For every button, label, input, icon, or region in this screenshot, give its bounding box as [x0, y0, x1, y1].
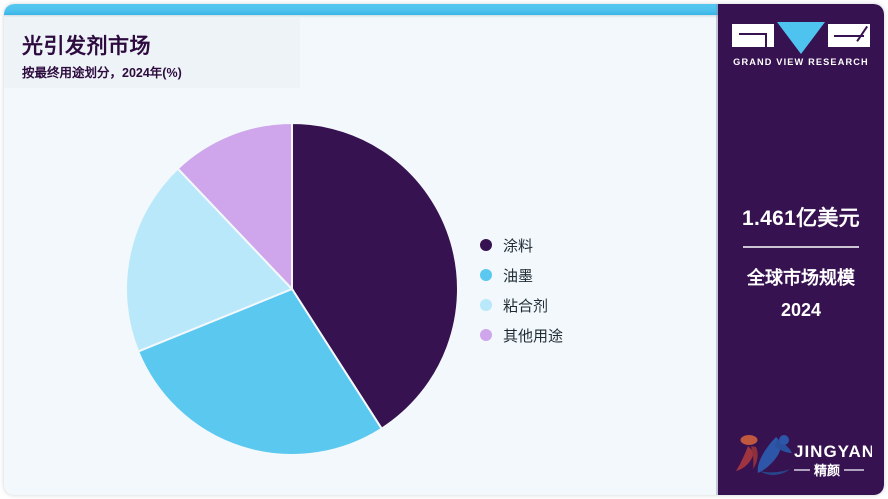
jingyan-blue-arm-icon — [775, 440, 792, 453]
jingyan-blue-base-icon — [760, 469, 790, 475]
gvr-logo-marks — [732, 22, 870, 54]
legend-label: 涂料 — [503, 236, 534, 255]
pie-chart-svg — [125, 121, 459, 456]
jingyan-blue-head-icon — [779, 435, 789, 445]
jingyan-watermark-logo: JINGYAN 精颜 — [732, 427, 872, 483]
panel-divider — [716, 4, 718, 495]
grand-view-research-logo: GRAND VIEW RESEARCH — [732, 22, 870, 67]
legend-swatch-icon — [480, 329, 492, 341]
jingyan-red-tail-icon — [751, 446, 758, 469]
jingyan-logo-wordmark: JINGYAN — [794, 442, 872, 461]
jingyan-logo-svg: JINGYAN 精颜 — [736, 435, 872, 479]
market-size-value: 1.461亿美元 — [742, 207, 860, 230]
page-subtitle: 按最终用途划分，2024年(%) — [22, 66, 182, 80]
gvr-logo-text: GRAND VIEW RESEARCH — [733, 57, 869, 67]
legend-swatch-icon — [480, 269, 492, 281]
legend-label: 油墨 — [503, 266, 534, 285]
legend-label: 其他用途 — [503, 326, 564, 345]
legend-item: 其他用途 — [480, 320, 640, 350]
jingyan-red-head-icon — [740, 435, 758, 445]
chart-legend: 涂料油墨粘合剂其他用途 — [480, 230, 640, 350]
legend-item: 粘合剂 — [480, 290, 640, 320]
infographic-card: 光引发剂市场 按最终用途划分，2024年(%) 涂料油墨粘合剂其他用途 GRAN… — [4, 4, 884, 495]
stat-divider — [743, 246, 859, 248]
gvr-letter-g-icon — [732, 24, 774, 47]
pie-slice — [136, 287, 384, 456]
jingyan-blue-body-icon — [757, 437, 781, 473]
market-size-label: 全球市场规模 — [747, 268, 855, 288]
gvr-letter-v-icon — [777, 22, 825, 54]
legend-label: 粘合剂 — [503, 296, 549, 315]
side-panel: GRAND VIEW RESEARCH 1.461亿美元 全球市场规模 2024 — [718, 4, 884, 495]
market-size-year: 2024 — [780, 300, 822, 320]
page-title: 光引发剂市场 — [22, 35, 151, 58]
legend-swatch-icon — [480, 299, 492, 311]
pie-slice — [125, 167, 294, 353]
pie-slice — [176, 121, 293, 292]
jingyan-red-body-icon — [736, 446, 754, 471]
market-size-stat: 1.461亿美元 全球市场规模 2024 — [718, 202, 884, 321]
legend-item: 油墨 — [480, 260, 640, 290]
legend-swatch-icon — [480, 239, 492, 251]
pie-chart — [122, 116, 462, 456]
top-accent-bar-shadow — [4, 15, 730, 18]
jingyan-logo-cn: 精颜 — [814, 463, 840, 479]
title-block: 光引发剂市场 按最终用途划分，2024年(%) — [4, 18, 300, 88]
top-accent-bar — [4, 4, 730, 15]
legend-item: 涂料 — [480, 230, 640, 260]
gvr-letter-r-icon — [828, 24, 870, 47]
